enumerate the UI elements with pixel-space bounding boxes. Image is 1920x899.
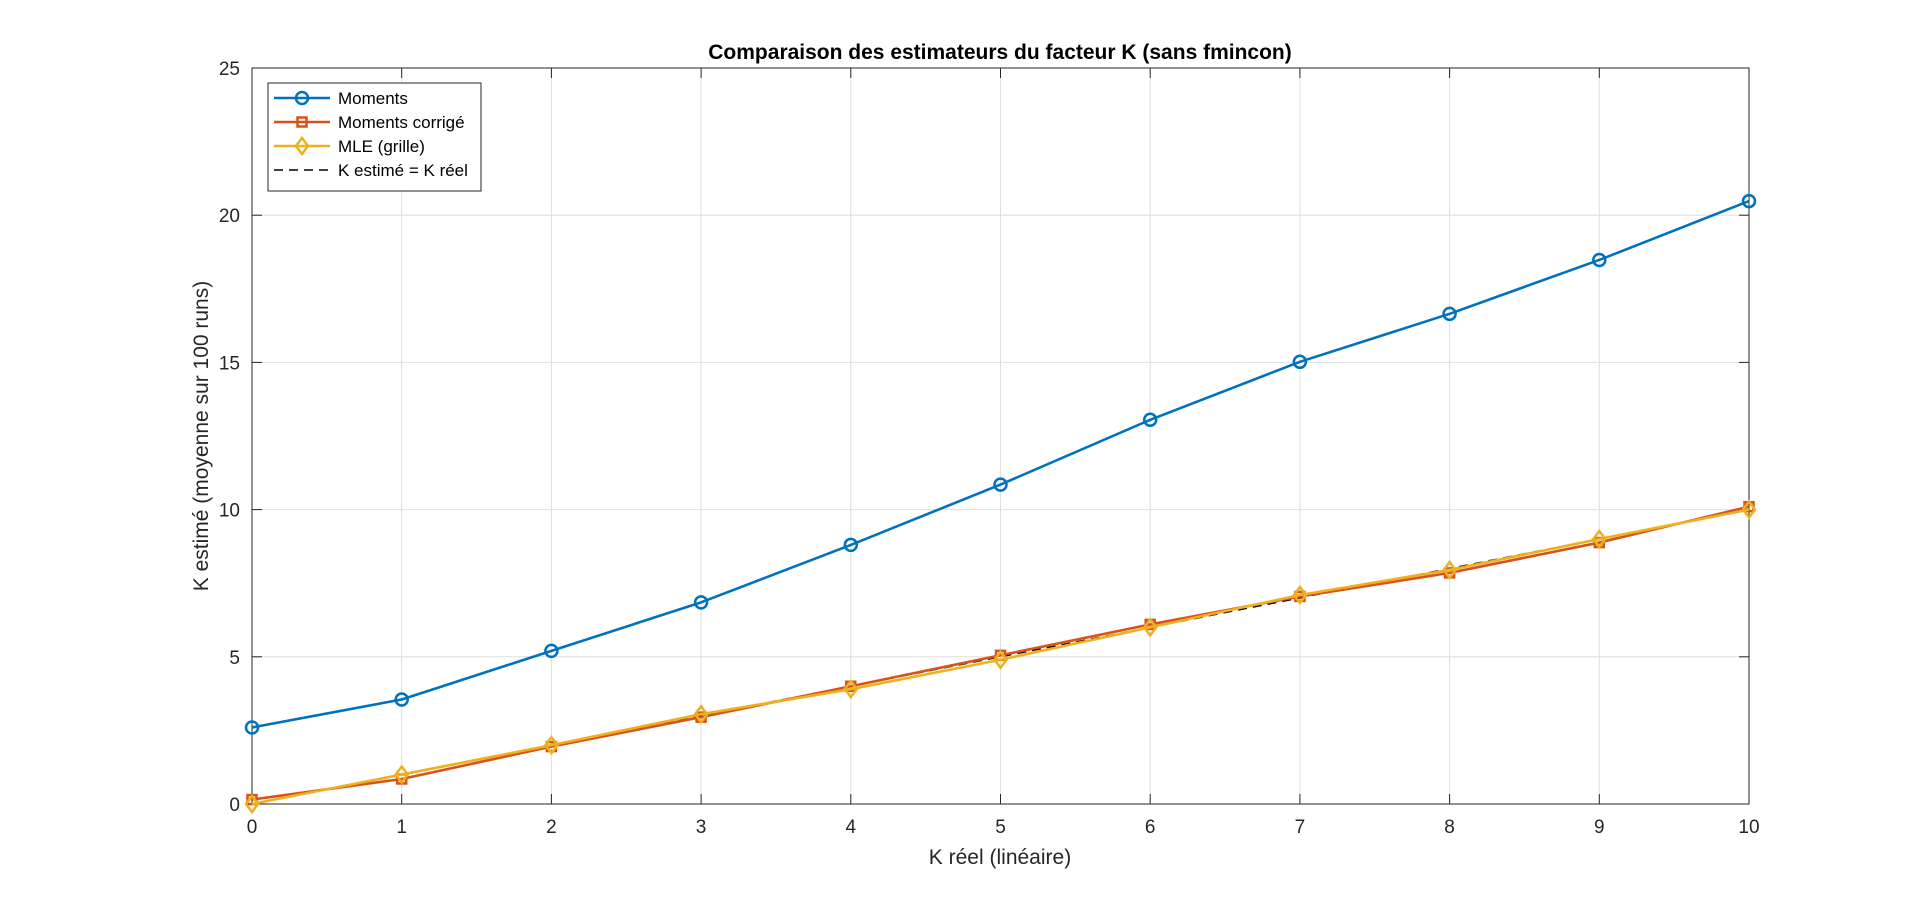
series-line [251, 199, 1750, 729]
data-point [1442, 306, 1457, 322]
data-point [1442, 559, 1458, 581]
legend-item: K estimé = K réel [274, 161, 468, 180]
data-point [1292, 584, 1308, 606]
data-point [1142, 617, 1158, 638]
legend-label: K estimé = K réel [338, 161, 468, 180]
series-line [251, 505, 1750, 801]
x-tick-label: 3 [696, 817, 707, 838]
legend-label: Moments [338, 89, 408, 108]
data-point [1591, 528, 1607, 550]
y-tick-label: 25 [219, 59, 240, 80]
data-point [1741, 193, 1757, 209]
x-tick-label: 5 [995, 817, 1006, 838]
data-point [693, 595, 709, 610]
data-point [244, 793, 260, 815]
legend-item: MLE (grille) [274, 135, 425, 157]
series-line [251, 508, 1750, 806]
x-tick-label: 8 [1444, 817, 1455, 838]
x-axis-title: K réel (linéaire) [929, 846, 1071, 869]
ticks: 0 1 2 3 4 5 6 7 8 9 10 0 5 10 15 20 25 [219, 59, 1760, 838]
legend-label: Moments corrigé [338, 113, 465, 132]
x-tick-label: 7 [1295, 817, 1306, 838]
data-point [1741, 499, 1757, 520]
y-tick-label: 10 [219, 501, 240, 522]
data-point [394, 764, 410, 785]
x-tick-label: 4 [846, 817, 857, 838]
y-tick-label: 15 [219, 353, 240, 374]
legend-marker [294, 135, 310, 157]
legend-marker [294, 90, 310, 106]
legend-marker [296, 116, 308, 128]
series-mle-grille- [244, 499, 1757, 815]
data-point [992, 649, 1009, 670]
y-tick-label: 20 [219, 206, 240, 227]
x-tick-label: 6 [1145, 817, 1156, 838]
legend: Moments Moments corrigé MLE (grille) K esti… [267, 82, 482, 192]
data-point [993, 477, 1008, 492]
series [244, 193, 1757, 815]
x-tick-label: 2 [546, 817, 557, 838]
series-moments [244, 193, 1757, 735]
data-point [1142, 412, 1158, 428]
x-tick-label: 10 [1738, 817, 1759, 838]
data-point [394, 692, 409, 707]
y-tick-label: 5 [229, 648, 240, 669]
data-point [543, 735, 559, 756]
chart-title: Comparaison des estimateurs du facteur K… [708, 41, 1291, 64]
grid [252, 68, 1749, 804]
y-axis-title: K estimé (moyenne sur 100 runs) [190, 281, 213, 591]
legend-label: MLE (grille) [338, 137, 425, 156]
x-tick-label: 9 [1594, 817, 1605, 838]
x-tick-label: 1 [396, 817, 407, 838]
data-point [544, 643, 559, 659]
legend-item: Moments corrigé [274, 113, 465, 132]
data-point [244, 720, 260, 735]
legend-item: Moments [274, 89, 408, 108]
x-tick-label: 0 [247, 817, 258, 838]
data-point [693, 704, 709, 725]
data-point [1292, 354, 1308, 370]
data-point [1592, 252, 1607, 268]
data-point [843, 679, 859, 700]
legend-box [267, 82, 482, 192]
data-point [843, 537, 859, 553]
y-tick-label: 0 [229, 795, 240, 816]
